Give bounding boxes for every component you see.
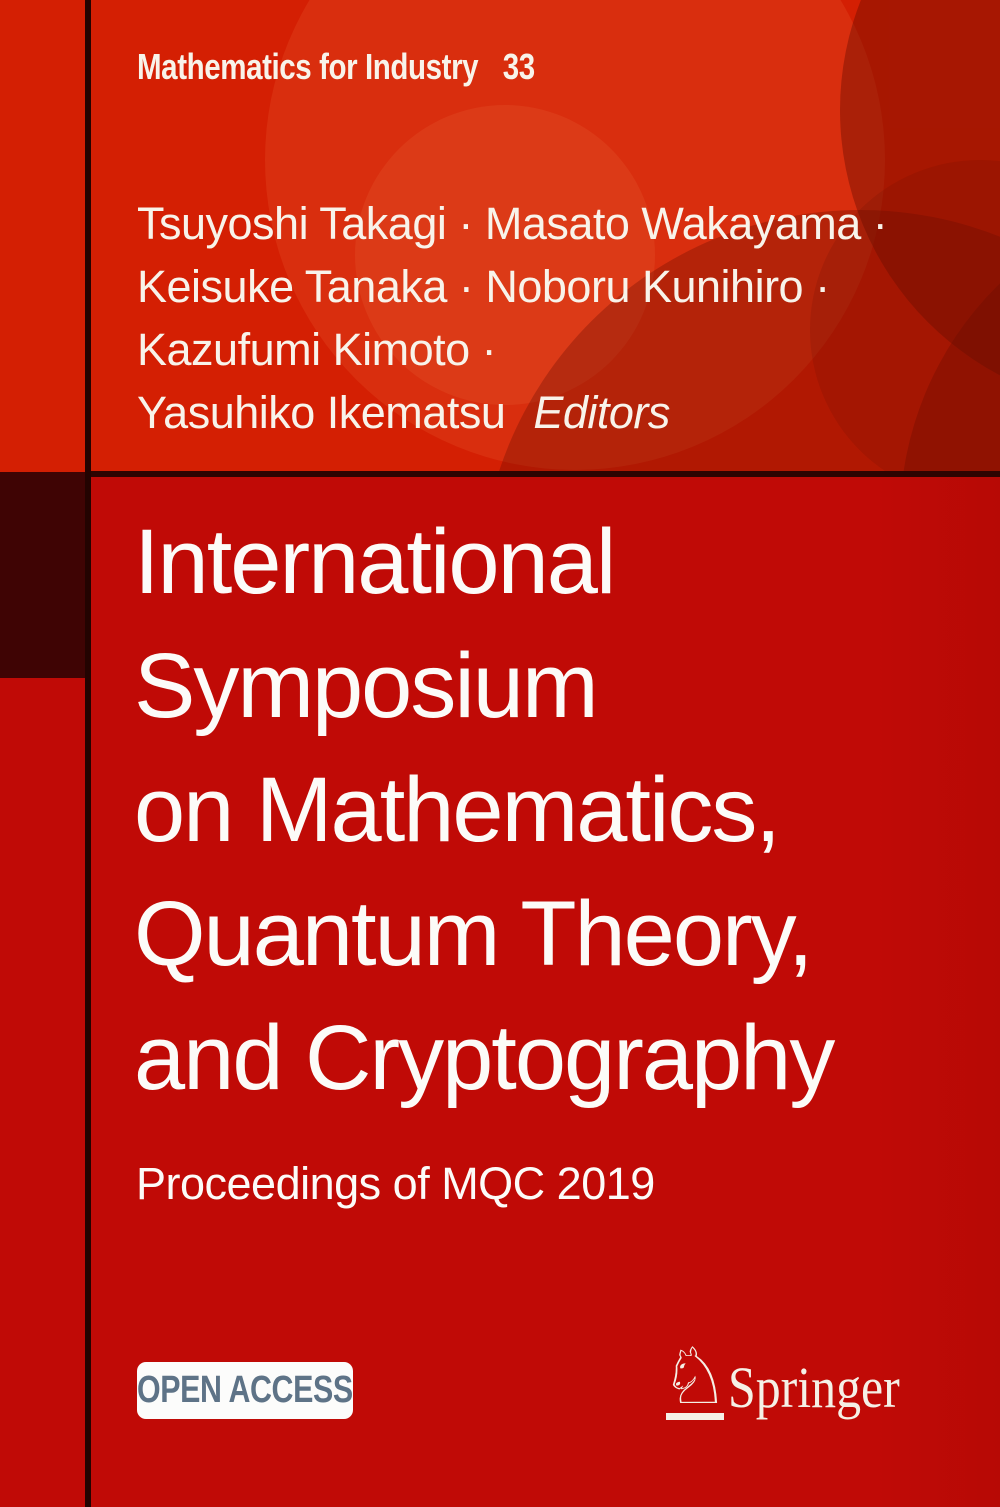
title-line: on Mathematics, xyxy=(134,759,781,861)
header-band xyxy=(91,0,1000,471)
series-volume: 33 xyxy=(502,46,535,87)
open-access-label: OPEN ACCESS xyxy=(137,1369,353,1411)
series-name: Mathematics for Industry xyxy=(137,46,479,87)
authors-block: Tsuyoshi Takagi · Masato Wakayama · Keis… xyxy=(137,192,888,444)
author-line: Yasuhiko Ikematsu Editors xyxy=(137,381,887,444)
author-line: Kazufumi Kimoto · xyxy=(137,324,497,375)
header-divider-line xyxy=(91,471,1000,477)
decorative-circle-light xyxy=(355,105,655,405)
spine-strip-top xyxy=(0,0,85,472)
spine-accent-block xyxy=(0,472,85,678)
title-line: Symposium xyxy=(134,635,599,737)
spine-divider-line xyxy=(85,0,91,1507)
author-line: Keisuke Tanaka · Noboru Kunihiro · xyxy=(137,261,830,312)
title-panel xyxy=(91,477,1000,1507)
springer-logo-underline xyxy=(666,1413,724,1420)
title-line: International xyxy=(134,511,616,613)
author-line: Tsuyoshi Takagi · Masato Wakayama · xyxy=(137,198,888,249)
author-name: Yasuhiko Ikematsu xyxy=(137,387,506,438)
book-subtitle: Proceedings of MQC 2019 xyxy=(136,1158,655,1209)
editors-label: Editors xyxy=(533,387,670,438)
open-access-badge: OPEN ACCESS xyxy=(137,1362,353,1419)
springer-horse-icon: ♘ xyxy=(660,1332,730,1422)
series-title: Mathematics for Industry 33 xyxy=(137,46,535,88)
title-line: and Cryptography xyxy=(134,1007,835,1109)
springer-wordmark: Springer xyxy=(728,1355,900,1420)
title-line: Quantum Theory, xyxy=(134,883,813,985)
book-title: International Symposium on Mathematics, … xyxy=(134,500,835,1120)
